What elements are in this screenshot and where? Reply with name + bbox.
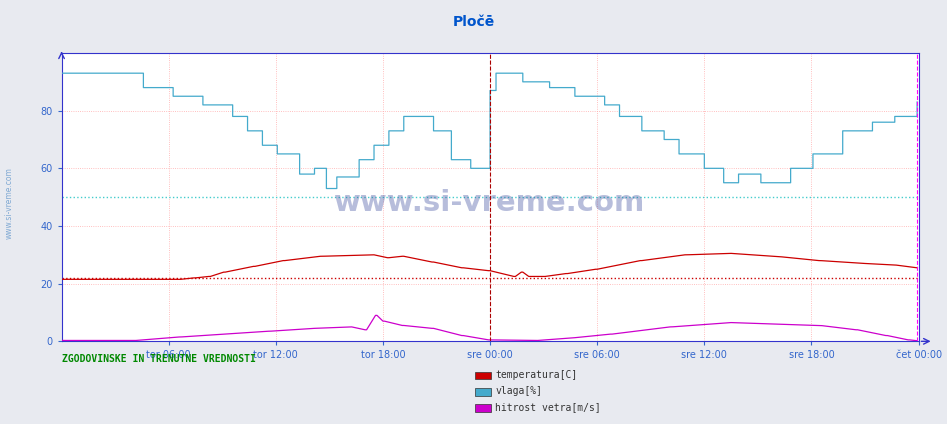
- Text: www.si-vreme.com: www.si-vreme.com: [334, 189, 646, 217]
- Text: temperatura[C]: temperatura[C]: [495, 370, 578, 380]
- Text: ZGODOVINSKE IN TRENUTNE VREDNOSTI: ZGODOVINSKE IN TRENUTNE VREDNOSTI: [62, 354, 256, 364]
- Text: Pločē: Pločē: [453, 15, 494, 29]
- Text: www.si-vreme.com: www.si-vreme.com: [5, 167, 14, 240]
- Text: hitrost vetra[m/s]: hitrost vetra[m/s]: [495, 402, 601, 413]
- Text: vlaga[%]: vlaga[%]: [495, 386, 543, 396]
